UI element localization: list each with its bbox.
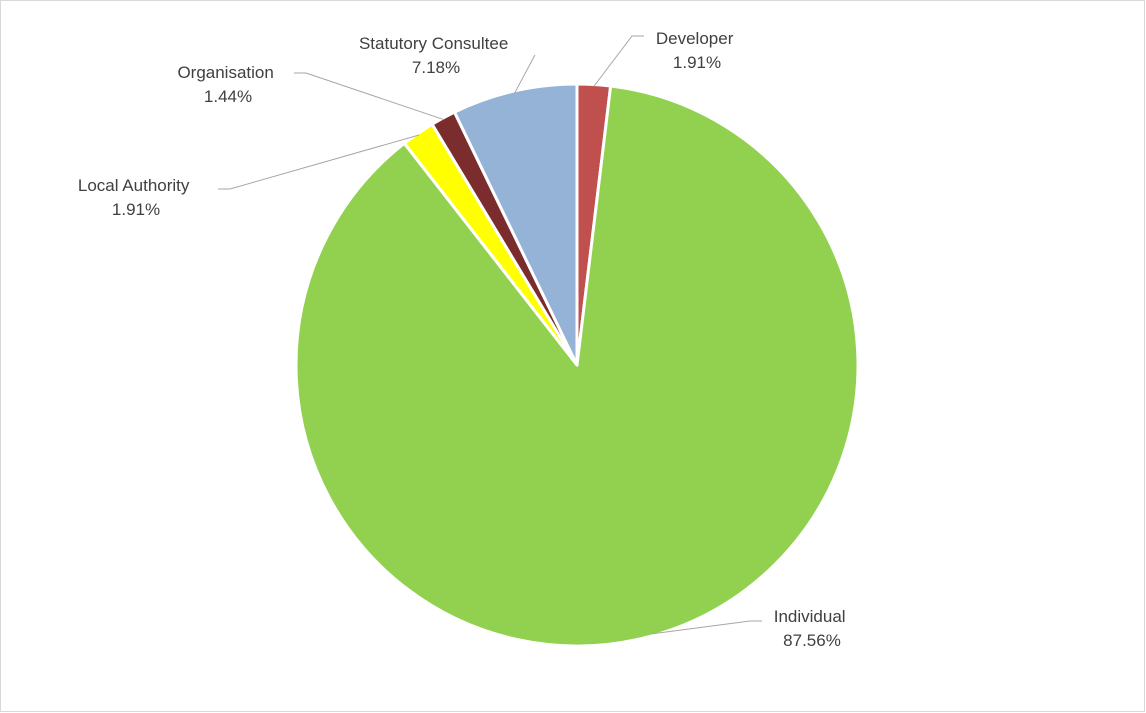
leader-line-organisation [294,72,445,121]
label-organisation-value: 1.44% [204,87,252,106]
label-local-authority: Local Authority 1.91% [78,176,194,219]
pie-slices [294,82,860,648]
leader-line-statutory-consultee [514,54,536,94]
label-developer-name: Developer [656,29,734,48]
label-local-authority-name: Local Authority [78,176,190,195]
leader-line-developer [593,35,644,87]
label-individual-value: 87.56% [783,631,841,650]
label-developer: Developer 1.91% [656,29,738,72]
label-statutory-consultee: Statutory Consultee 7.18% [359,34,513,77]
label-statutory-consultee-value: 7.18% [412,58,460,77]
leader-line-individual [651,620,762,635]
leader-lines [218,35,762,635]
leader-line-local-authority [218,134,420,190]
label-developer-value: 1.91% [673,53,721,72]
label-individual: Individual 87.56% [774,607,851,650]
label-organisation-name: Organisation [177,63,273,82]
label-individual-name: Individual [774,607,846,626]
label-organisation: Organisation 1.44% [177,63,278,106]
label-local-authority-value: 1.91% [112,200,160,219]
pie-slice-statutory-consultee [452,82,579,367]
label-statutory-consultee-name: Statutory Consultee [359,34,508,53]
